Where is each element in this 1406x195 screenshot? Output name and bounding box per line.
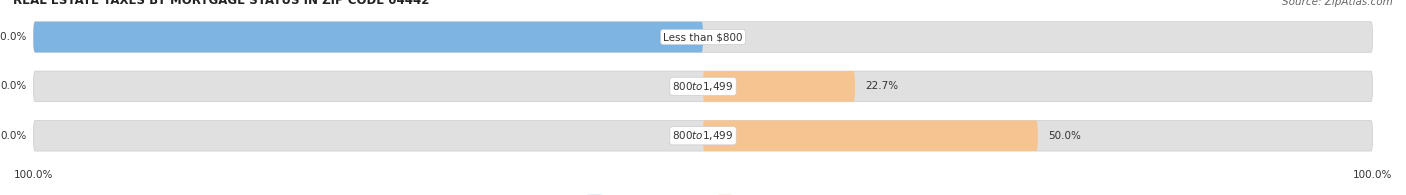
FancyBboxPatch shape [34,71,1372,102]
Text: $800 to $1,499: $800 to $1,499 [672,129,734,142]
Text: 0.0%: 0.0% [0,131,27,141]
Text: $800 to $1,499: $800 to $1,499 [672,80,734,93]
Text: 100.0%: 100.0% [0,32,27,42]
Text: 22.7%: 22.7% [865,81,898,91]
Text: 50.0%: 50.0% [1047,131,1081,141]
Text: 100.0%: 100.0% [14,170,53,180]
FancyBboxPatch shape [703,121,1038,151]
Text: 0.0%: 0.0% [713,32,740,42]
FancyBboxPatch shape [34,22,1372,52]
Text: REAL ESTATE TAXES BY MORTGAGE STATUS IN ZIP CODE 04442: REAL ESTATE TAXES BY MORTGAGE STATUS IN … [14,0,430,7]
Text: Source: ZipAtlas.com: Source: ZipAtlas.com [1282,0,1392,7]
Text: Less than $800: Less than $800 [664,32,742,42]
FancyBboxPatch shape [34,121,1372,151]
Text: 0.0%: 0.0% [0,81,27,91]
Text: 100.0%: 100.0% [1353,170,1392,180]
FancyBboxPatch shape [34,22,703,52]
FancyBboxPatch shape [703,71,855,102]
